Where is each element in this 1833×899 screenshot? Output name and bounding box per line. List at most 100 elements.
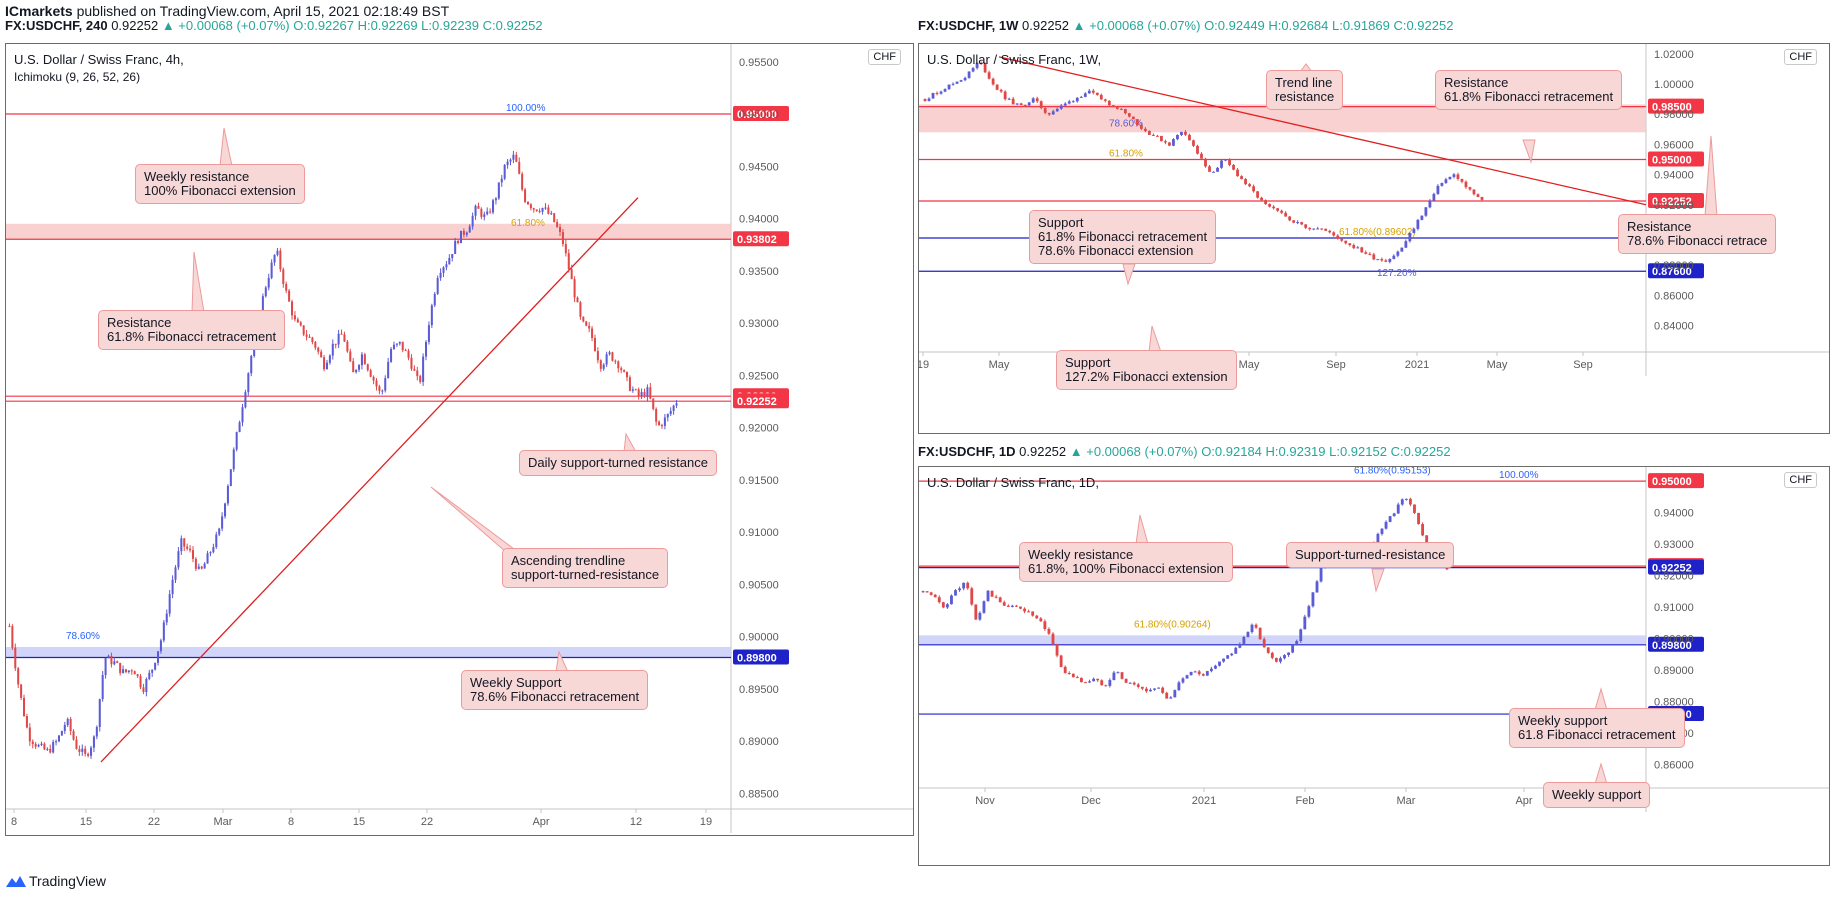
chart-panel-1d[interactable]: 0.950000.923000.922520.898000.876000.940… <box>918 466 1830 866</box>
candle-body <box>197 566 200 569</box>
candle-body <box>978 612 982 620</box>
annotation-pointer <box>1522 139 1536 164</box>
candle-body <box>970 588 974 605</box>
candle-body <box>75 739 78 750</box>
candle-body <box>1132 682 1136 685</box>
publisher-text: published on TradingView.com, April 15, … <box>76 3 450 19</box>
candle-body <box>658 421 661 426</box>
candle-body <box>579 302 582 317</box>
candle-body <box>1043 621 1047 630</box>
fib-label: 100.00% <box>506 103 546 114</box>
candle-body <box>445 264 448 268</box>
candle-body <box>994 596 998 598</box>
candle-body <box>299 322 302 326</box>
candle-body <box>162 622 165 641</box>
candle-body <box>954 590 957 596</box>
chart-panel-4h[interactable]: 0.950000.938020.923000.922520.898000.955… <box>5 43 914 836</box>
candle-body <box>1189 671 1193 676</box>
candle-body <box>1364 252 1368 254</box>
candle-body <box>355 369 358 373</box>
y-tick-label: 0.88000 <box>1654 696 1694 708</box>
fib-label: 61.80%(0.90264) <box>1134 620 1211 631</box>
candle-body <box>1380 259 1384 261</box>
y-tick-label: 0.93000 <box>739 318 779 330</box>
chart-canvas-4h[interactable]: 0.950000.938020.923000.922520.898000.955… <box>6 44 913 835</box>
candle-body <box>1348 243 1352 246</box>
candle-body <box>387 361 390 379</box>
candle-body <box>189 548 192 551</box>
candle-body <box>390 348 393 362</box>
candle-body <box>1071 101 1075 103</box>
y-tick-label: 0.95000 <box>739 109 779 121</box>
header-price: 0.92252 <box>1019 444 1067 459</box>
candle-body <box>529 204 532 209</box>
candle-body <box>1416 219 1420 229</box>
candle-body <box>1063 666 1067 674</box>
candle-body <box>451 254 454 258</box>
candle-body <box>1299 629 1303 641</box>
y-tick-label: 0.92000 <box>1654 571 1694 583</box>
candle-body <box>320 351 323 358</box>
level-price-tag <box>1648 263 1704 279</box>
candle-body <box>1425 535 1429 547</box>
candle-body <box>1047 112 1051 115</box>
chart-panel-1w[interactable]: 0.985000.950000.922520.898000.876001.020… <box>918 43 1830 434</box>
candle-body <box>921 591 925 593</box>
currency-button[interactable]: CHF <box>1784 472 1817 488</box>
candle-body <box>401 341 404 351</box>
candle-body <box>634 389 637 391</box>
candle-body <box>1232 164 1235 170</box>
candle-body <box>1254 624 1258 628</box>
candle-body <box>1420 215 1424 220</box>
candle-body <box>215 534 218 548</box>
candle-body <box>637 389 640 396</box>
candle-body <box>1376 259 1380 261</box>
candle-body <box>1336 235 1340 239</box>
candle-body <box>191 550 194 559</box>
y-tick-label: 0.94500 <box>739 161 779 173</box>
candle-body <box>203 563 206 569</box>
candle-body <box>1316 228 1320 230</box>
candle-body <box>1144 688 1148 692</box>
candle-body <box>279 250 282 270</box>
candle-body <box>966 582 970 589</box>
candle-body <box>1472 189 1476 195</box>
candle-body <box>591 328 594 338</box>
candle-body <box>986 590 990 602</box>
candle-body <box>998 597 1002 603</box>
price-zone <box>919 635 1646 645</box>
chart-canvas-1d[interactable]: 0.950000.923000.922520.898000.876000.940… <box>919 467 1829 865</box>
candle-body <box>1218 661 1221 666</box>
candle-body <box>1400 247 1404 252</box>
candle-body <box>937 597 941 603</box>
x-tick-label: Sep <box>1573 359 1593 371</box>
y-tick-label: 0.92000 <box>739 423 779 435</box>
candle-body <box>308 336 311 338</box>
candle-body <box>17 668 20 685</box>
candle-body <box>982 601 986 613</box>
candle-body <box>979 63 983 65</box>
candle-body <box>1059 655 1063 667</box>
candle-body <box>305 334 308 337</box>
annotation-pointer <box>1135 514 1149 545</box>
currency-button[interactable]: CHF <box>868 49 901 65</box>
tradingview-footer[interactable]: TradingView <box>6 872 106 890</box>
candle-body <box>1272 206 1276 209</box>
candle-body <box>550 213 553 215</box>
candle-body <box>1236 169 1239 177</box>
candle-body <box>649 387 652 399</box>
candle-body <box>430 305 433 326</box>
candle-body <box>1230 653 1234 656</box>
candle-body <box>521 173 524 190</box>
candle-body <box>655 408 658 422</box>
candle-body <box>1095 92 1099 95</box>
candle-body <box>462 230 465 235</box>
y-tick-label: 0.93500 <box>739 266 779 278</box>
candle-body <box>1079 96 1083 98</box>
level-price-tag <box>1648 98 1704 114</box>
candle-body <box>66 718 69 725</box>
candle-body <box>46 748 49 750</box>
candle-body <box>43 743 46 750</box>
currency-button[interactable]: CHF <box>1784 49 1817 65</box>
candle-body <box>1100 680 1104 686</box>
